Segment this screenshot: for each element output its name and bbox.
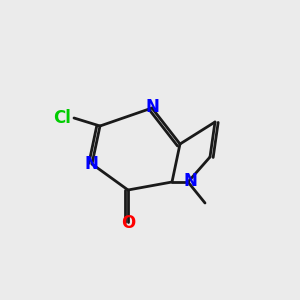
Text: N: N (145, 98, 159, 116)
Text: N: N (84, 155, 98, 173)
Text: Cl: Cl (53, 109, 71, 127)
Text: N: N (183, 172, 197, 190)
Text: O: O (121, 214, 135, 232)
